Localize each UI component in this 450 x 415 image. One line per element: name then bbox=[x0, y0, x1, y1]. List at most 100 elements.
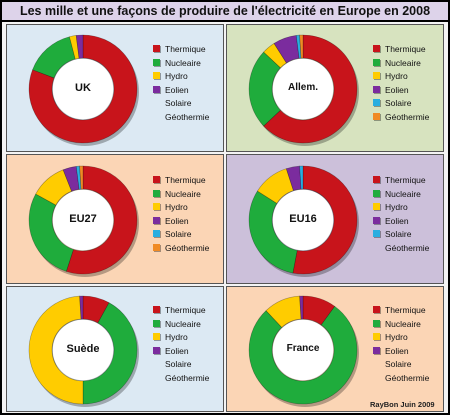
legend-label: Thermique bbox=[385, 175, 426, 185]
donut-hole bbox=[52, 189, 114, 251]
slice-thermique bbox=[302, 295, 336, 326]
legend-swatch bbox=[153, 306, 160, 313]
legend: Thermique Nucleaire Hydro Eolien Solaire Géot… bbox=[153, 305, 209, 386]
slice-eolien bbox=[299, 295, 304, 320]
donut-panel-suede: Suède Thermique Nucleaire Hydro Eolien Solair… bbox=[6, 286, 224, 412]
legend-label: Eolien bbox=[385, 84, 409, 95]
legend-label: Solaire bbox=[165, 229, 192, 239]
legend-label: Hydro bbox=[165, 332, 188, 342]
legend-item-thermique: Thermique bbox=[153, 305, 209, 319]
slice-eolien bbox=[75, 34, 84, 59]
legend-label: Hydro bbox=[165, 71, 188, 81]
slice-nucleaire bbox=[28, 193, 74, 272]
legend-swatch bbox=[153, 230, 160, 237]
donut-chart-france bbox=[248, 295, 360, 407]
legend-swatch bbox=[373, 58, 380, 66]
legend-item-solaire: Solaire bbox=[153, 359, 209, 373]
legend-item-eolien: Eolien bbox=[373, 346, 429, 360]
donut-chart-eu27 bbox=[28, 165, 140, 277]
legend-label: Thermique bbox=[165, 44, 206, 54]
legend-swatch bbox=[153, 85, 160, 93]
slice-nucleaire bbox=[248, 190, 298, 274]
legend-swatch bbox=[373, 112, 380, 120]
legend-swatch bbox=[373, 45, 380, 52]
donut-hole bbox=[52, 319, 114, 381]
donut-hole bbox=[272, 189, 334, 251]
legend-item-nucleaire: Nucleaire bbox=[373, 58, 429, 72]
legend-label: Thermique bbox=[165, 305, 206, 315]
legend-label: Géothermie bbox=[385, 372, 430, 383]
legend-item-nucleaire: Nucleaire bbox=[153, 189, 209, 203]
credit-footer: RayBon Juin 2009 bbox=[370, 400, 435, 409]
legend-label: Nucleaire bbox=[165, 318, 201, 329]
legend-swatch bbox=[153, 319, 160, 327]
legend-label: Eolien bbox=[385, 345, 409, 356]
donut-panel-eu27: EU27 Thermique Nucleaire Hydro Eolien Solaire… bbox=[6, 154, 224, 284]
legend-item-geothermie: Géothermie bbox=[153, 243, 209, 257]
slice-thermique bbox=[28, 34, 138, 144]
legend-item-hydro: Hydro bbox=[373, 332, 429, 346]
legend-swatch bbox=[153, 72, 160, 79]
legend-item-hydro: Hydro bbox=[153, 202, 209, 216]
donut-center-label: EU27 bbox=[69, 213, 97, 225]
legend-swatch bbox=[373, 85, 380, 93]
donut-panel-eu16: EU16 Thermique Nucleaire Hydro Eolien Solaire… bbox=[226, 154, 444, 284]
legend-item-geothermie: Géothermie bbox=[373, 112, 429, 126]
legend: Thermique Nucleaire Hydro Eolien Solaire Géot… bbox=[153, 44, 209, 125]
legend-label: Géothermie bbox=[165, 111, 210, 122]
legend: Thermique Nucleaire Hydro Eolien Solaire Géot… bbox=[373, 44, 429, 125]
slice-geothermie bbox=[79, 165, 84, 190]
donut-panel-uk: UK Thermique Nucleaire Hydro Eolien Solaire Gé… bbox=[6, 24, 224, 152]
legend-label: Solaire bbox=[385, 229, 412, 239]
legend-label: Solaire bbox=[385, 359, 412, 369]
slice-hydro bbox=[28, 295, 84, 405]
legend-label: Géothermie bbox=[165, 372, 210, 383]
slice-nucleaire bbox=[248, 51, 281, 127]
legend-label: Thermique bbox=[385, 44, 426, 54]
slice-eolien bbox=[79, 295, 84, 320]
legend-item-solaire: Solaire bbox=[373, 229, 429, 243]
slice-nucleaire bbox=[82, 302, 138, 405]
legend-swatch bbox=[153, 189, 160, 197]
donut-chart-eu16 bbox=[248, 165, 360, 277]
legend: Thermique Nucleaire Hydro Eolien Solaire Géot… bbox=[153, 175, 209, 256]
legend-swatch bbox=[153, 176, 160, 183]
legend-swatch bbox=[373, 306, 380, 313]
donut-center-label: UK bbox=[75, 82, 91, 94]
legend-item-eolien: Eolien bbox=[373, 216, 429, 230]
slice-solaire bbox=[299, 165, 304, 190]
legend-swatch bbox=[153, 243, 160, 251]
legend-swatch bbox=[153, 346, 160, 354]
slice-hydro bbox=[69, 35, 80, 60]
legend-item-thermique: Thermique bbox=[373, 175, 429, 189]
legend-label: Nucleaire bbox=[385, 318, 421, 329]
slice-hydro bbox=[265, 295, 302, 328]
legend-label: Géothermie bbox=[385, 111, 430, 122]
donut-chart-suede bbox=[28, 295, 140, 407]
legend-item-nucleaire: Nucleaire bbox=[373, 319, 429, 333]
legend-item-solaire: Solaire bbox=[373, 359, 429, 373]
legend-swatch bbox=[373, 319, 380, 327]
legend-item-thermique: Thermique bbox=[373, 44, 429, 58]
legend-item-nucleaire: Nucleaire bbox=[373, 189, 429, 203]
legend-label: Eolien bbox=[165, 84, 189, 95]
legend-label: Nucleaire bbox=[165, 188, 201, 199]
legend-item-hydro: Hydro bbox=[373, 71, 429, 85]
legend-swatch bbox=[373, 203, 380, 210]
donut-center-label: Allem. bbox=[287, 82, 318, 93]
legend-swatch bbox=[373, 176, 380, 183]
slice-thermique bbox=[65, 165, 138, 275]
donut-chart-uk bbox=[28, 34, 139, 146]
legend-item-thermique: Thermique bbox=[153, 175, 209, 189]
legend-label: Solaire bbox=[165, 359, 192, 369]
legend-swatch bbox=[373, 230, 380, 237]
legend-label: Thermique bbox=[165, 175, 206, 185]
legend-label: Géothermie bbox=[165, 242, 210, 253]
legend-swatch bbox=[373, 189, 380, 197]
legend-swatch bbox=[373, 216, 380, 224]
slice-thermique bbox=[292, 165, 358, 275]
legend-item-thermique: Thermique bbox=[373, 305, 429, 319]
legend-item-geothermie: Géothermie bbox=[153, 112, 209, 126]
legend-label: Hydro bbox=[385, 202, 408, 212]
